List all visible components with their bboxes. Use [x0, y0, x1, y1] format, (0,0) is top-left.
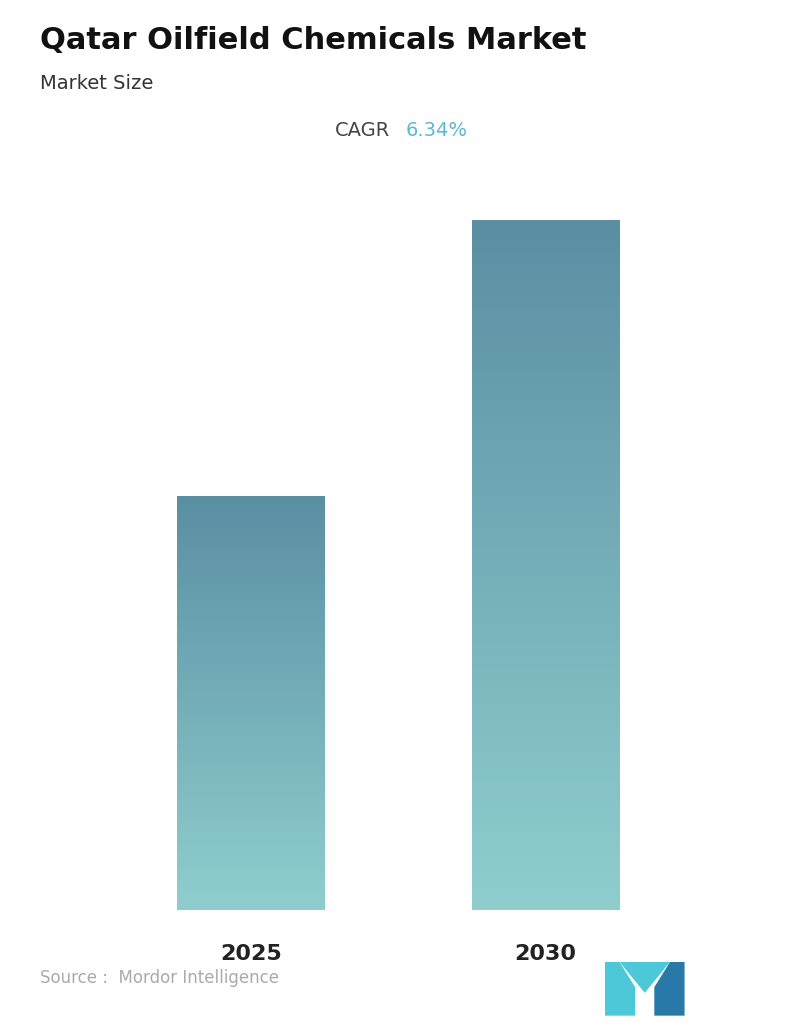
- Text: 2030: 2030: [514, 944, 576, 965]
- Text: Market Size: Market Size: [40, 74, 153, 93]
- Text: Source :  Mordor Intelligence: Source : Mordor Intelligence: [40, 970, 279, 987]
- Text: CAGR: CAGR: [335, 121, 390, 140]
- Text: 6.34%: 6.34%: [406, 121, 468, 140]
- Text: Qatar Oilfield Chemicals Market: Qatar Oilfield Chemicals Market: [40, 26, 587, 55]
- Text: 2025: 2025: [220, 944, 282, 965]
